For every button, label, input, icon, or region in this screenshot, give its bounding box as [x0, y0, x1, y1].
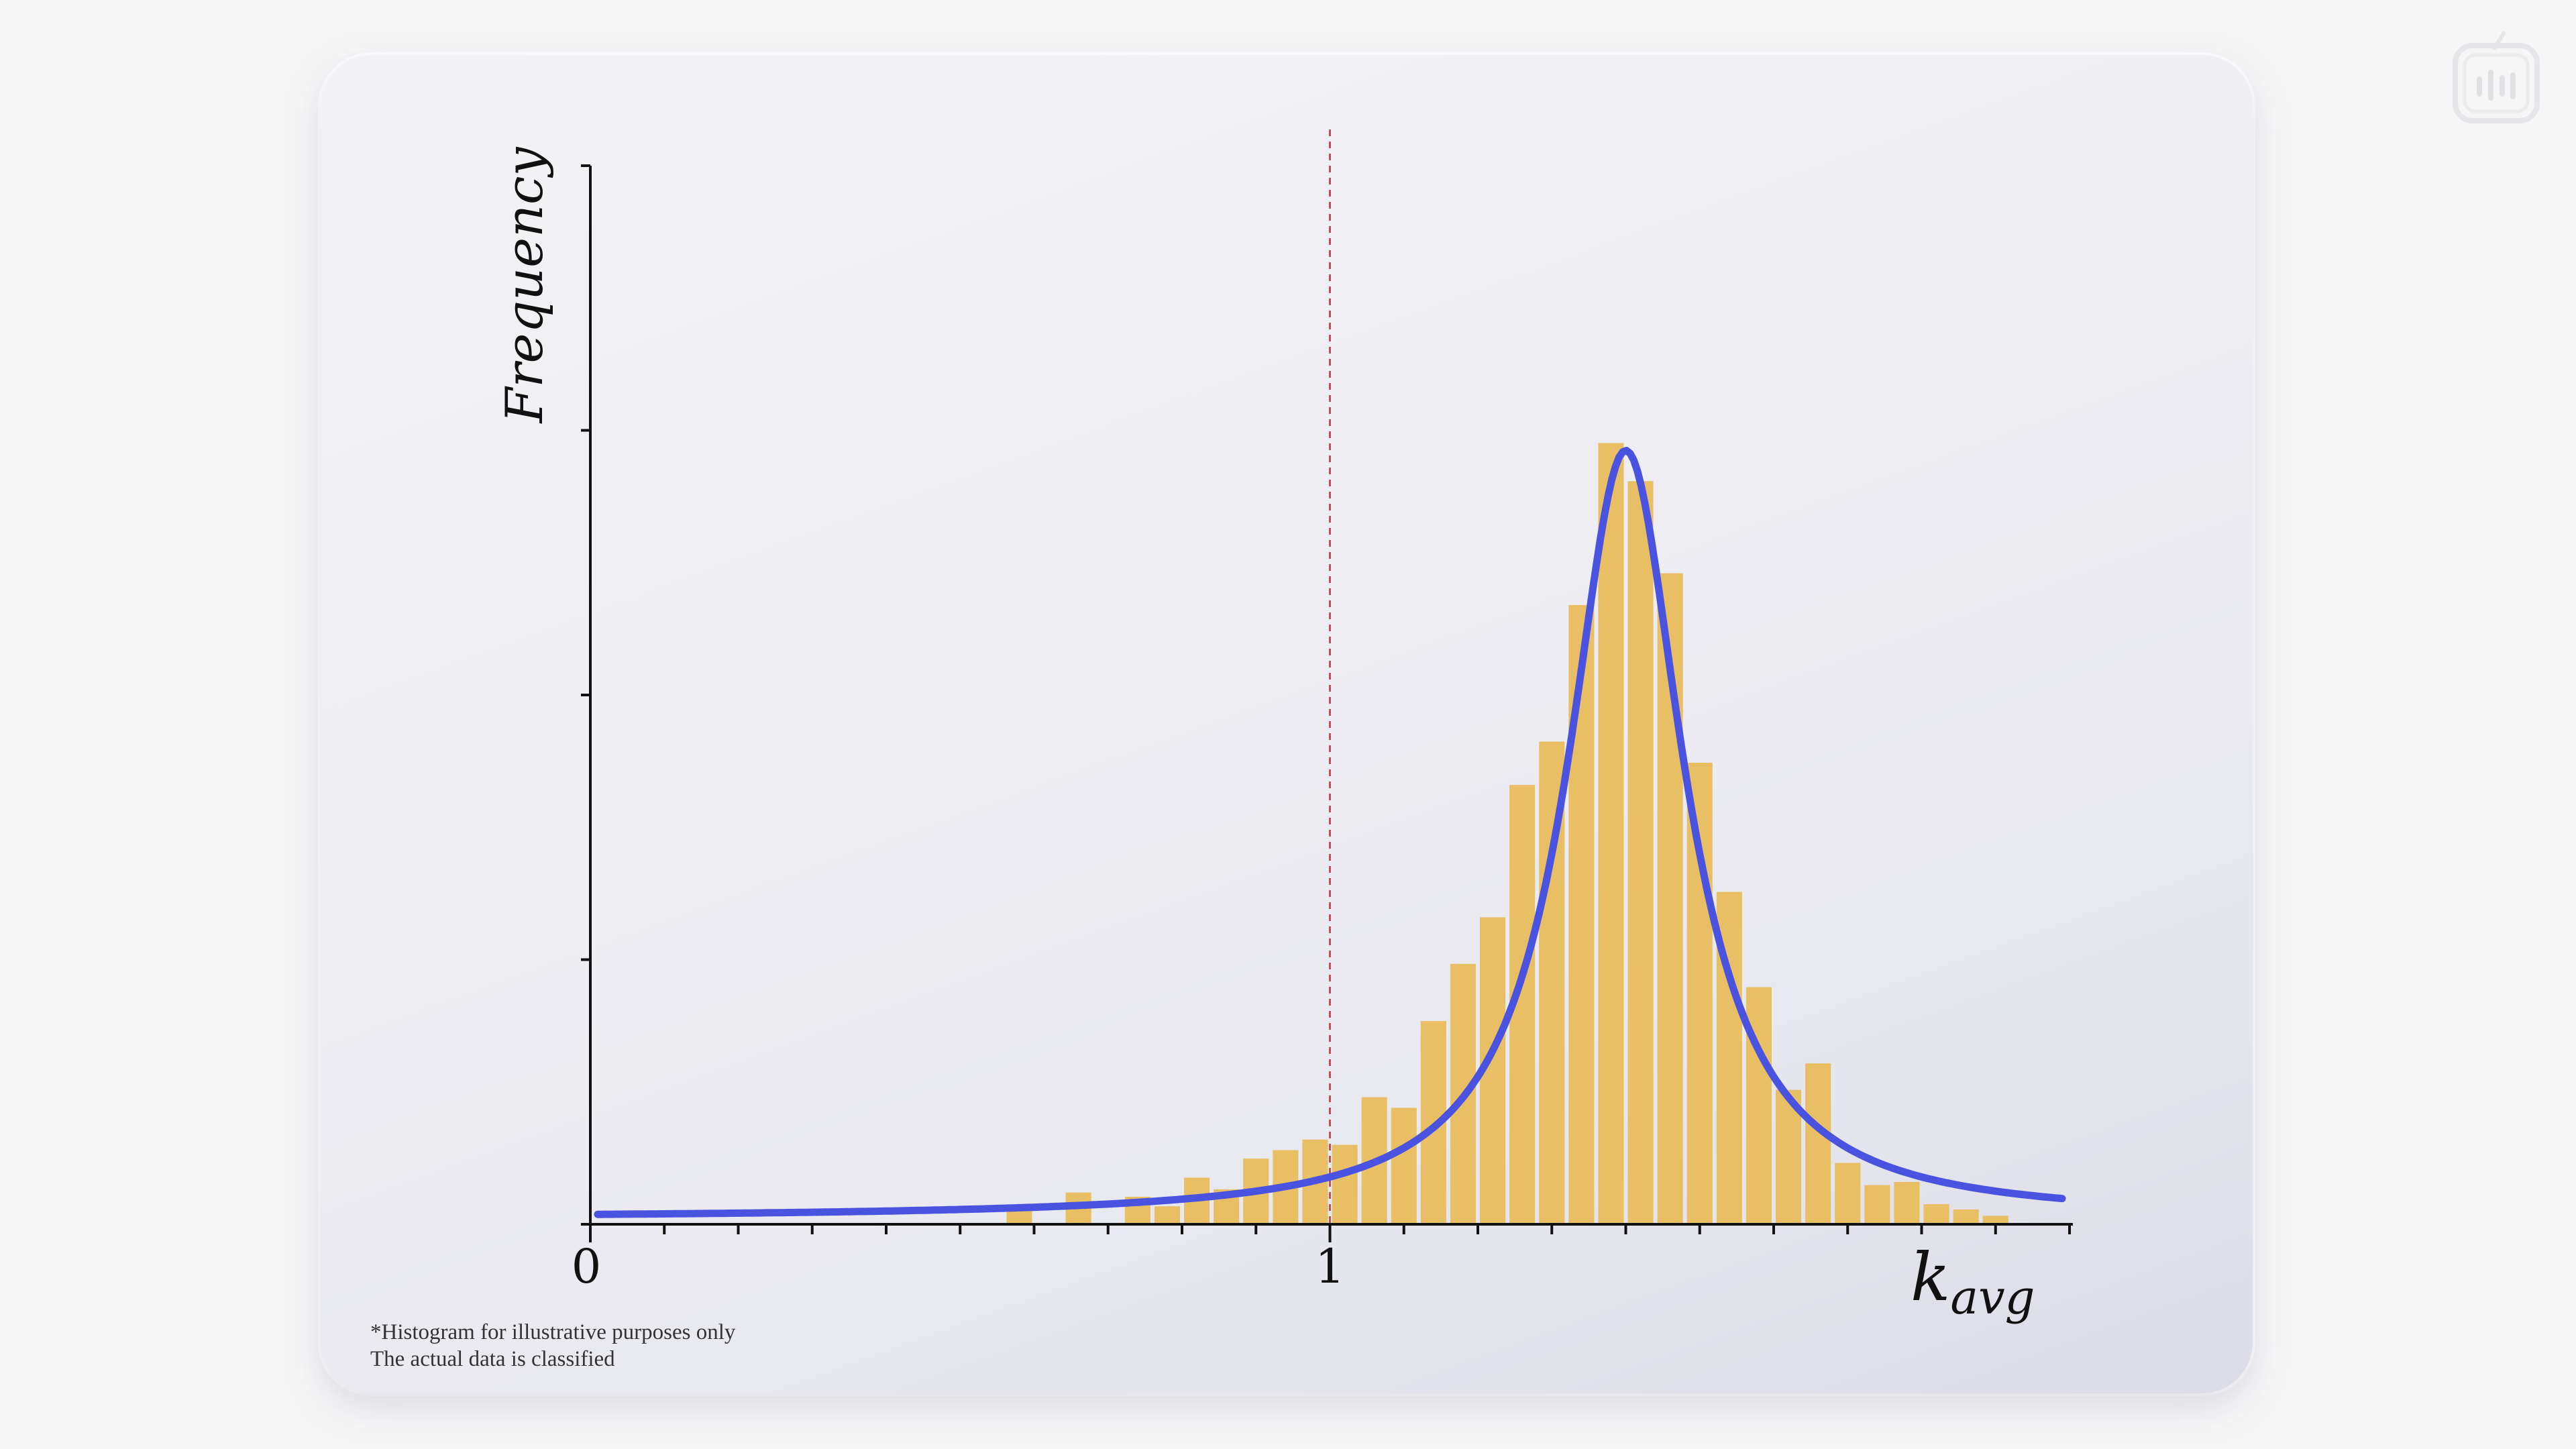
histogram-bar: [1982, 1216, 2008, 1224]
histogram-bar: [1835, 1163, 1861, 1224]
x-tick-label: 0: [572, 1239, 602, 1294]
y-axis-label: Frequency: [494, 146, 554, 424]
histogram-bar: [1391, 1108, 1417, 1224]
histogram-bar: [1894, 1181, 1920, 1224]
histogram-bar: [1154, 1206, 1180, 1224]
histogram-bar: [1627, 481, 1654, 1224]
histogram-bar: [1953, 1209, 1979, 1224]
histogram-bar: [1864, 1185, 1890, 1224]
fit-curve: [594, 447, 2066, 1218]
y-ticks: [581, 164, 590, 1226]
histogram-bar: [1006, 1210, 1032, 1224]
footnote-line-2: The actual data is classified: [370, 1347, 615, 1371]
x-axis-label: kavg: [1911, 1240, 2035, 1325]
histogram-bar: [1923, 1204, 1949, 1224]
axes: [584, 166, 2073, 1226]
footnote: *Histogram for illustrative purposes onl…: [370, 1319, 735, 1373]
x-tick-label: 1: [1315, 1239, 1345, 1294]
histogram-bar: [1568, 604, 1595, 1224]
tv-icon: [2453, 32, 2540, 123]
x-axis-label-subscript: avg: [1950, 1270, 2035, 1325]
footnote-line-1: *Histogram for illustrative purposes onl…: [370, 1320, 736, 1344]
x-axis-label-main: k: [1911, 1240, 1950, 1316]
histogram-bar: [1598, 443, 1624, 1224]
histogram-bars: [1006, 443, 2008, 1224]
histogram-bar: [1805, 1063, 1831, 1224]
histogram-bar: [1686, 762, 1713, 1224]
x-ticks: [589, 1224, 2071, 1242]
histogram-bar: [1332, 1144, 1358, 1224]
